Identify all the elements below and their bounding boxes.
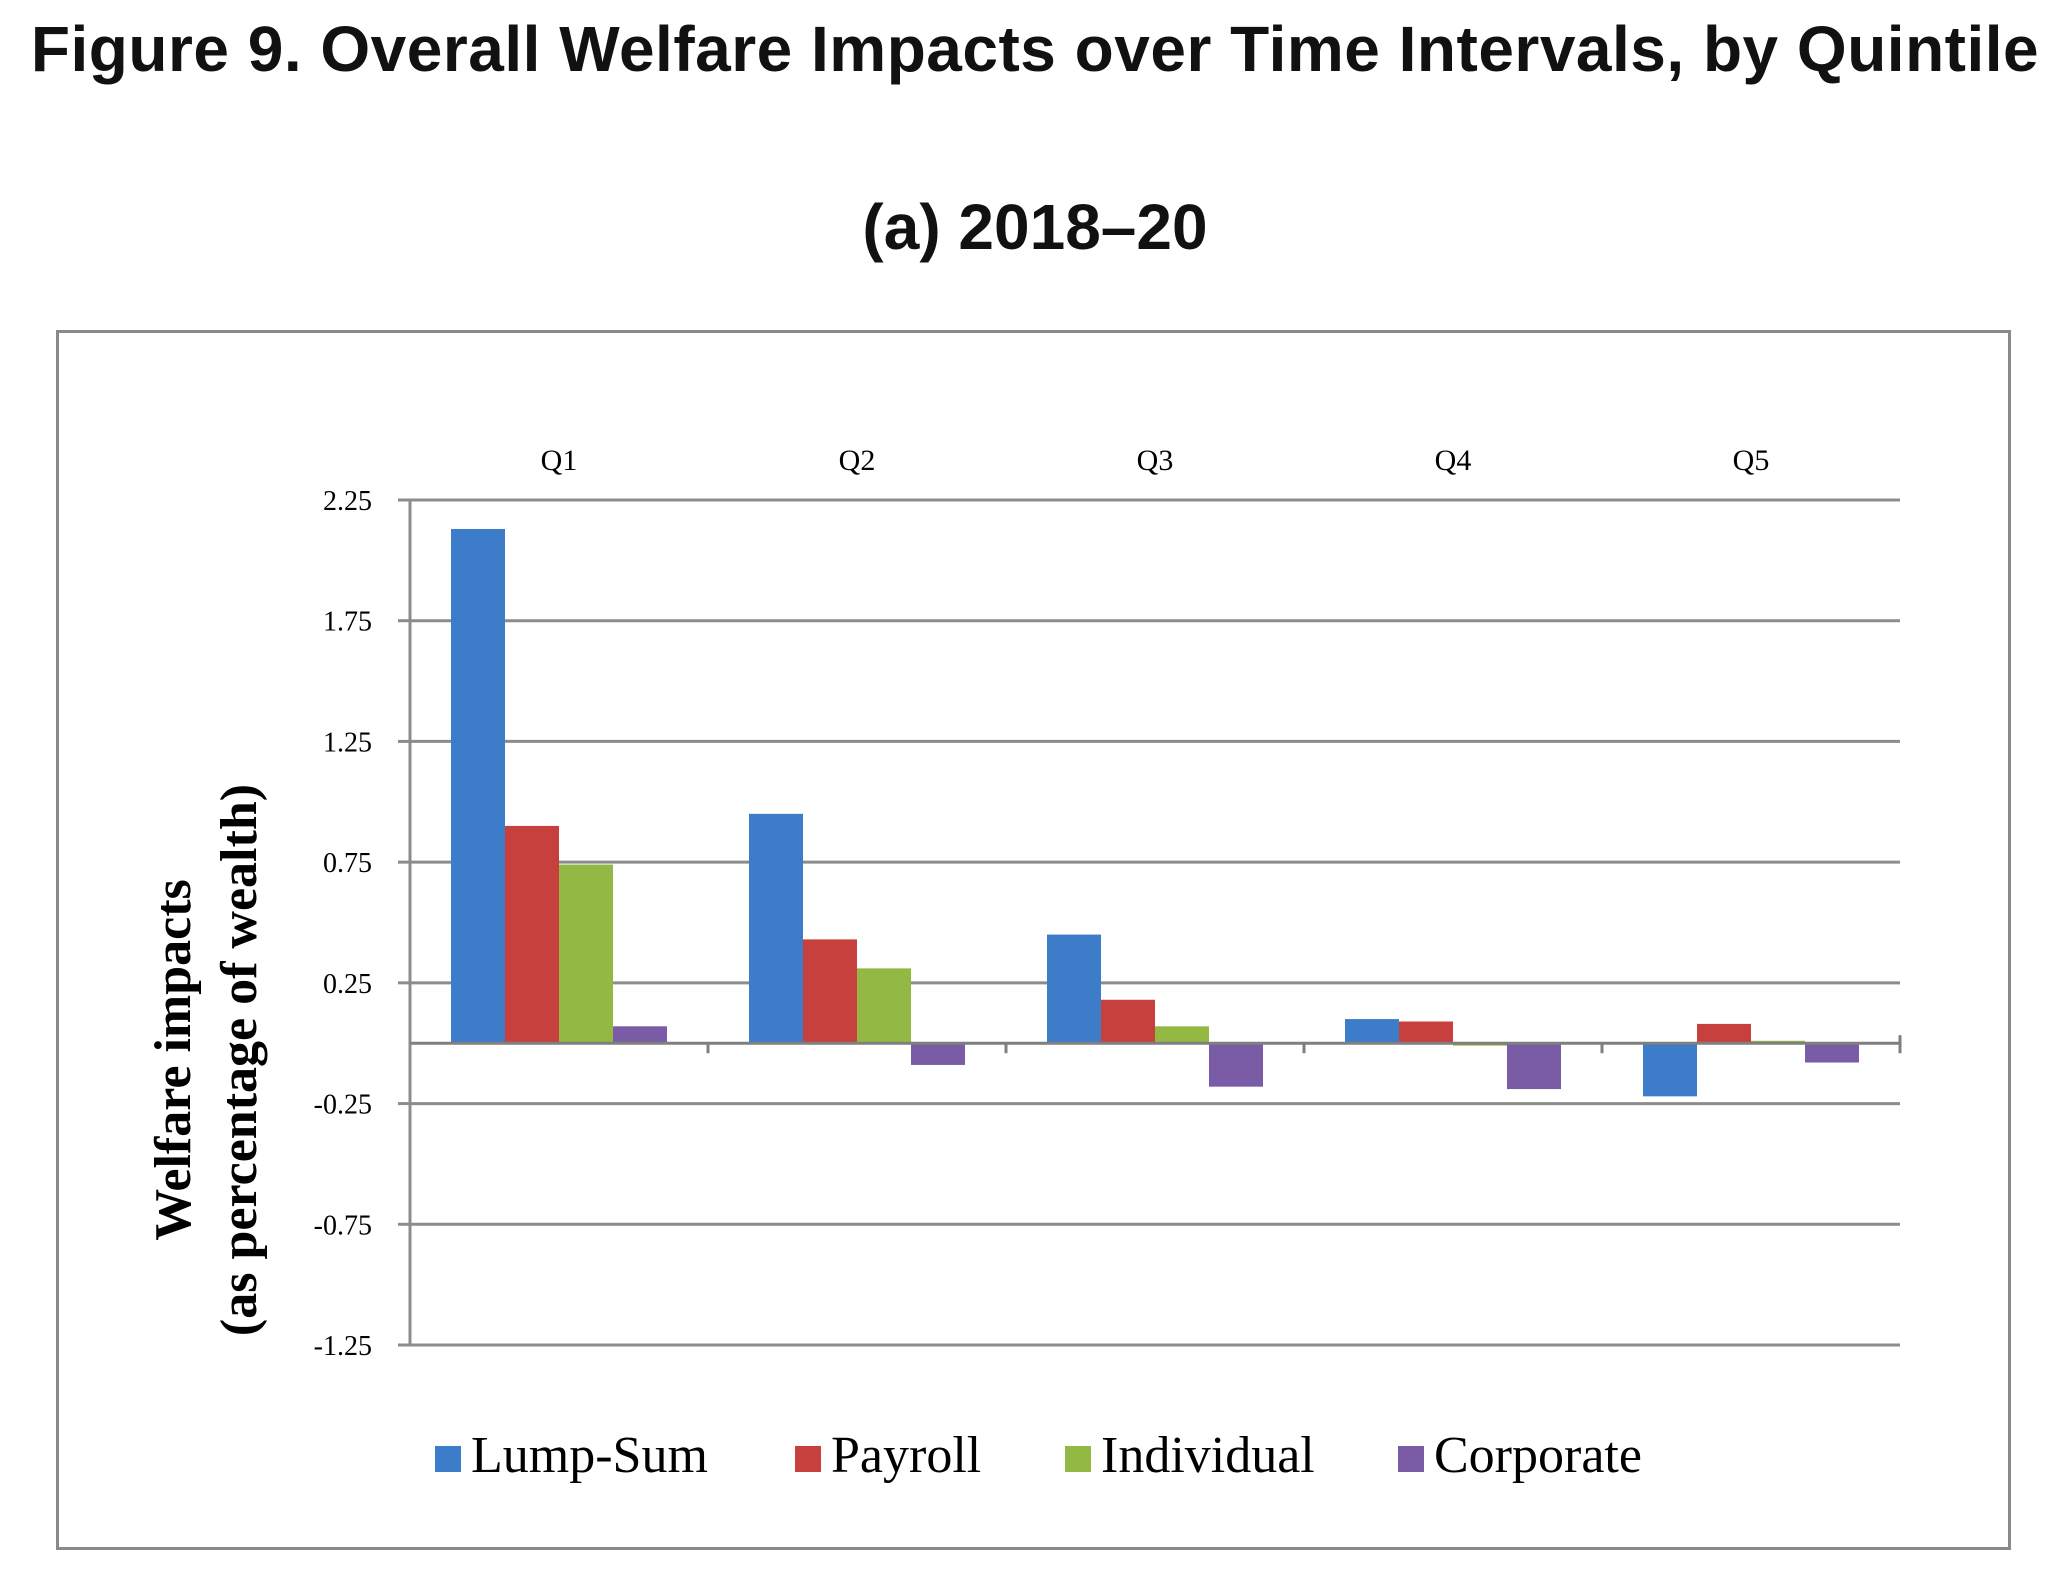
bar-corporate-q5 [1805, 1043, 1859, 1063]
bar-lump-sum-q5 [1643, 1043, 1697, 1097]
category-label: Q5 [1733, 444, 1770, 477]
bar-corporate-q1 [613, 1026, 667, 1044]
figure-title: Figure 9. Overall Welfare Impacts over T… [30, 13, 2040, 85]
y-tick-labels: 2.25 1.75 1.25 0.75 0.25 -0.25 -0.75 -1.25 [314, 486, 372, 1362]
bar-individual-q3 [1155, 1026, 1209, 1044]
category-labels: Q1 Q2 Q3 Q4 Q5 [541, 444, 1770, 477]
y-tick-label: 0.75 [323, 848, 372, 879]
legend-swatch [1398, 1446, 1424, 1472]
bar-payroll-q2 [803, 939, 857, 1044]
category-label: Q3 [1137, 444, 1174, 477]
figure-subtitle: (a) 2018–20 [862, 191, 1208, 263]
y-tick-label: 2.25 [323, 486, 372, 517]
legend: Lump-Sum Payroll Individual Corporate [435, 1427, 1642, 1484]
bar-individual-q1 [559, 864, 613, 1044]
chart-frame [56, 330, 2011, 1550]
y-axis-title: Welfare impacts (as percentage of wealth… [145, 784, 268, 1336]
y-tick-label: -0.75 [314, 1210, 372, 1241]
legend-label: Payroll [831, 1427, 981, 1484]
legend-swatch [435, 1446, 461, 1472]
y-tick-label: -0.25 [314, 1090, 372, 1121]
bars [451, 528, 1859, 1097]
y-tick-label: 1.75 [323, 607, 372, 638]
y-tick-label: 0.25 [323, 969, 372, 1000]
bar-lump-sum-q3 [1047, 934, 1101, 1044]
bar-payroll-q3 [1101, 999, 1155, 1044]
y-axis-title-line1: Welfare impacts [145, 879, 202, 1241]
bar-lump-sum-q2 [749, 813, 803, 1044]
bar-individual-q2 [857, 968, 911, 1044]
legend-swatch [795, 1446, 821, 1472]
legend-label: Individual [1101, 1427, 1315, 1484]
category-label: Q1 [541, 444, 578, 477]
legend-swatch [1065, 1446, 1091, 1472]
bar-payroll-q4 [1399, 1021, 1453, 1044]
bar-corporate-q2 [911, 1043, 965, 1065]
bar-payroll-q1 [505, 825, 559, 1044]
gridlines [410, 498, 1900, 1347]
bar-lump-sum-q4 [1345, 1019, 1399, 1044]
category-label: Q2 [839, 444, 876, 477]
axes [398, 498, 1902, 1347]
legend-label: Corporate [1434, 1427, 1642, 1484]
y-tick-label: 1.25 [323, 727, 372, 758]
y-tick-label: -1.25 [314, 1331, 372, 1362]
y-axis-title-line2: (as percentage of wealth) [211, 784, 268, 1336]
bar-payroll-q5 [1697, 1023, 1751, 1044]
legend-label: Lump-Sum [471, 1427, 708, 1484]
bar-corporate-q4 [1507, 1043, 1561, 1090]
category-label: Q4 [1435, 444, 1472, 477]
bar-corporate-q3 [1209, 1043, 1263, 1087]
bar-lump-sum-q1 [451, 528, 505, 1044]
